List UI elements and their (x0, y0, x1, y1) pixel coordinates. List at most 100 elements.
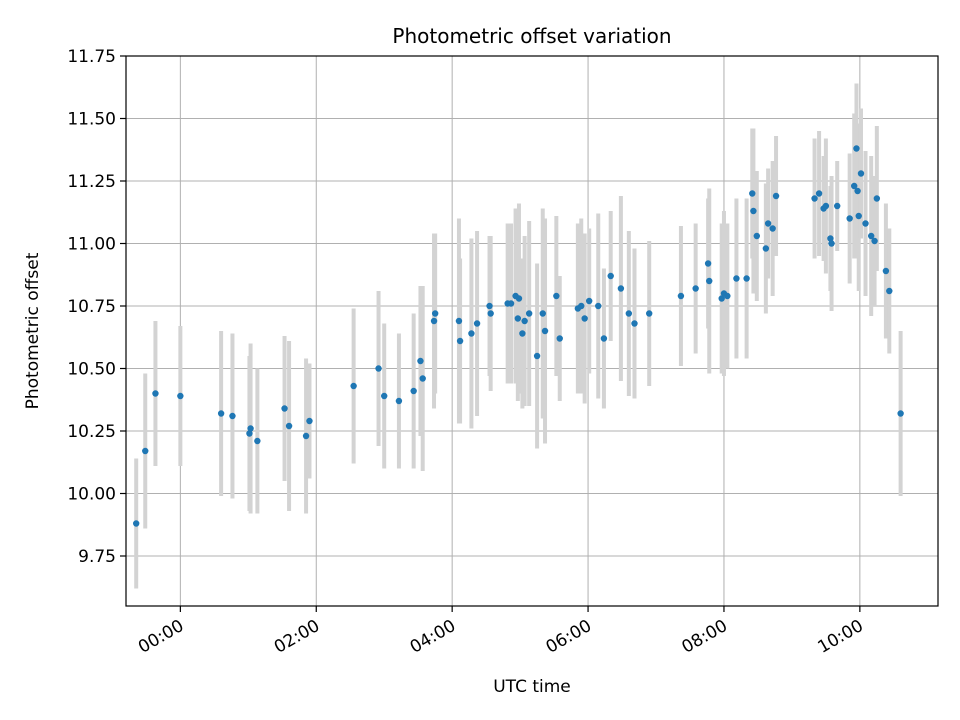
data-point (132, 520, 140, 527)
data-point (177, 392, 184, 400)
chart-title: Photometric offset variation (392, 24, 671, 48)
x-tick-label: 08:00 (679, 616, 731, 658)
x-tick-label: 00:00 (135, 616, 187, 658)
data-point (871, 237, 878, 245)
data-point (882, 267, 890, 275)
data-point (514, 315, 522, 322)
data-point (718, 295, 725, 302)
data-point (419, 375, 426, 382)
data-point (846, 215, 853, 222)
data-point (600, 335, 608, 342)
data-point (455, 317, 463, 325)
data-point (749, 190, 756, 197)
y-tick-label: 10.50 (67, 360, 116, 380)
data-point (306, 417, 313, 425)
data-point (381, 392, 388, 400)
data-point (556, 335, 563, 342)
data-point (724, 292, 731, 300)
x-tick-label: 04:00 (407, 616, 459, 658)
data-point (430, 317, 438, 325)
y-tick-label: 10.00 (67, 485, 116, 505)
data-point (617, 285, 625, 292)
y-tick-label: 10.25 (67, 422, 116, 442)
data-point (743, 275, 750, 282)
data-point (834, 202, 841, 210)
data-point (646, 310, 653, 317)
data-point (246, 430, 253, 437)
data-point (733, 275, 740, 282)
data-point (822, 202, 830, 210)
data-point (515, 295, 523, 302)
data-point (473, 320, 481, 327)
error-bars (134, 83, 903, 589)
data-point (395, 397, 403, 405)
data-point (350, 382, 357, 390)
data-point (229, 412, 236, 420)
data-point (853, 145, 860, 152)
data-points (132, 145, 904, 527)
data-point (857, 170, 865, 177)
x-axis-label: UTC time (493, 677, 571, 697)
data-point (850, 182, 858, 190)
data-point (581, 315, 588, 322)
x-tick-label: 10:00 (814, 616, 866, 658)
y-tick-label: 10.75 (67, 297, 116, 317)
data-point (533, 352, 541, 360)
data-point (519, 330, 526, 337)
y-tick-label: 11.25 (67, 172, 116, 192)
plot-frame (125, 55, 939, 607)
y-axis-ticks: 9.75 10.00 10.25 10.50 10.75 11.00 11.25 11.50 1… (67, 47, 126, 567)
x-tick-label: 06:00 (543, 616, 595, 658)
x-tick-label: 02:00 (271, 616, 323, 658)
y-tick-label: 11.00 (67, 235, 116, 255)
data-point (677, 292, 685, 300)
data-point (769, 225, 776, 232)
data-point (539, 310, 546, 317)
y-tick-label: 11.50 (67, 110, 116, 130)
data-point (456, 337, 464, 345)
data-point (631, 320, 638, 327)
data-point (281, 405, 288, 412)
data-point (750, 207, 757, 215)
data-point (217, 410, 225, 417)
data-point (886, 287, 893, 295)
data-point (142, 447, 149, 455)
data-point (764, 220, 772, 227)
data-point (525, 310, 533, 317)
data-point (762, 245, 770, 252)
data-point (854, 187, 861, 195)
data-point (521, 317, 528, 325)
data-point (827, 235, 834, 242)
data-point (152, 390, 159, 397)
data-point (541, 327, 549, 335)
data-point (486, 302, 493, 310)
data-point (828, 240, 835, 247)
data-point (706, 277, 713, 285)
data-point (867, 232, 875, 240)
data-point (247, 425, 254, 432)
data-point (254, 437, 261, 445)
data-point (607, 272, 614, 280)
y-axis-label: Photometric offset (23, 252, 43, 409)
data-point (897, 410, 904, 417)
data-point (487, 310, 494, 317)
data-point (753, 232, 761, 240)
data-point (285, 422, 293, 430)
data-point (468, 330, 475, 337)
data-point (625, 310, 633, 317)
data-point (302, 432, 310, 440)
data-point (772, 192, 780, 200)
data-point (507, 300, 515, 307)
data-point (553, 292, 560, 300)
data-point (585, 297, 593, 305)
data-point (578, 302, 585, 310)
x-axis-ticks: 00:00 02:00 04:00 06:00 08:00 10:00 (135, 606, 867, 658)
data-point (873, 195, 881, 202)
data-point (815, 190, 823, 197)
data-point (862, 220, 869, 227)
data-point (431, 310, 439, 317)
y-tick-label: 11.75 (67, 47, 116, 67)
y-tick-label: 9.75 (78, 547, 116, 567)
data-point (417, 357, 424, 365)
